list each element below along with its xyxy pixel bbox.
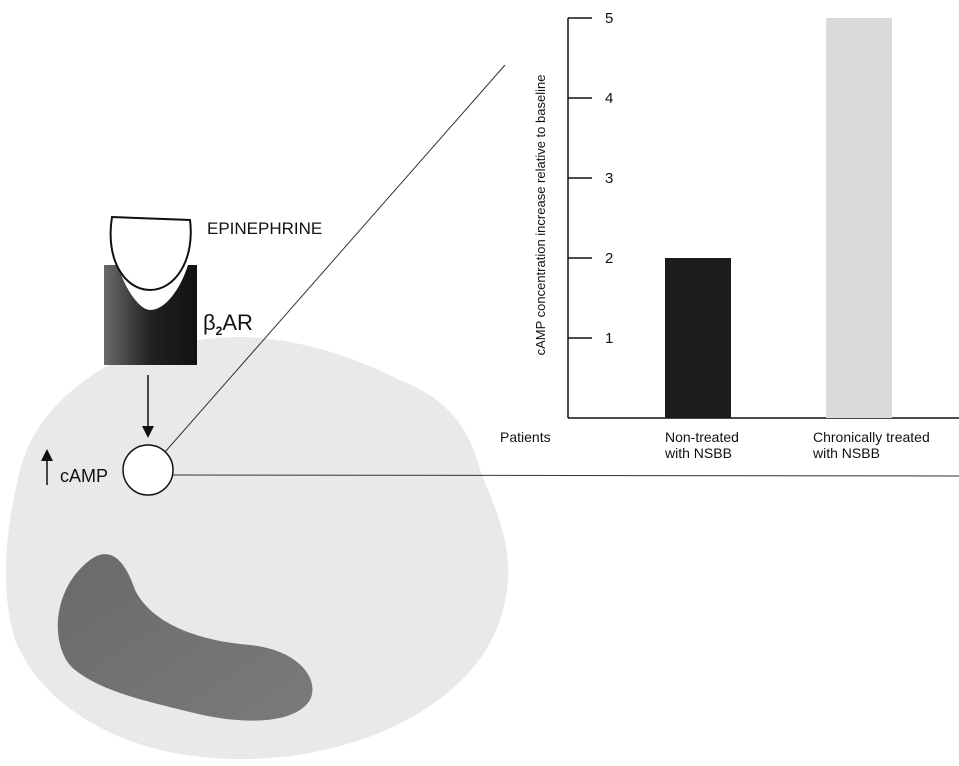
bar	[665, 258, 731, 418]
receptor-name: AR	[222, 310, 253, 335]
y-tick-label: 3	[605, 170, 613, 187]
y-tick-label: 4	[605, 90, 613, 107]
receptor-symbol: β	[203, 310, 216, 335]
figure: EPINEPHRINE β2AR cAMP cAMP concentration…	[0, 0, 959, 766]
camp-circle	[123, 445, 173, 495]
bar	[826, 18, 892, 418]
y-tick-label: 2	[605, 250, 613, 267]
messenger-label: cAMP	[60, 466, 108, 486]
y-axis-label: cAMP concentration increase relative to …	[533, 75, 548, 356]
chart: cAMP concentration increase relative to …	[500, 10, 959, 461]
y-tick-label: 1	[605, 330, 613, 347]
ligand-label: EPINEPHRINE	[207, 219, 322, 238]
x-axis-label: Patients	[500, 429, 551, 445]
page: { "diagram": { "ligand_label": "EPINEPHR…	[0, 0, 959, 766]
y-tick-label: 5	[605, 10, 613, 27]
receptor-label: β2AR	[203, 310, 253, 338]
